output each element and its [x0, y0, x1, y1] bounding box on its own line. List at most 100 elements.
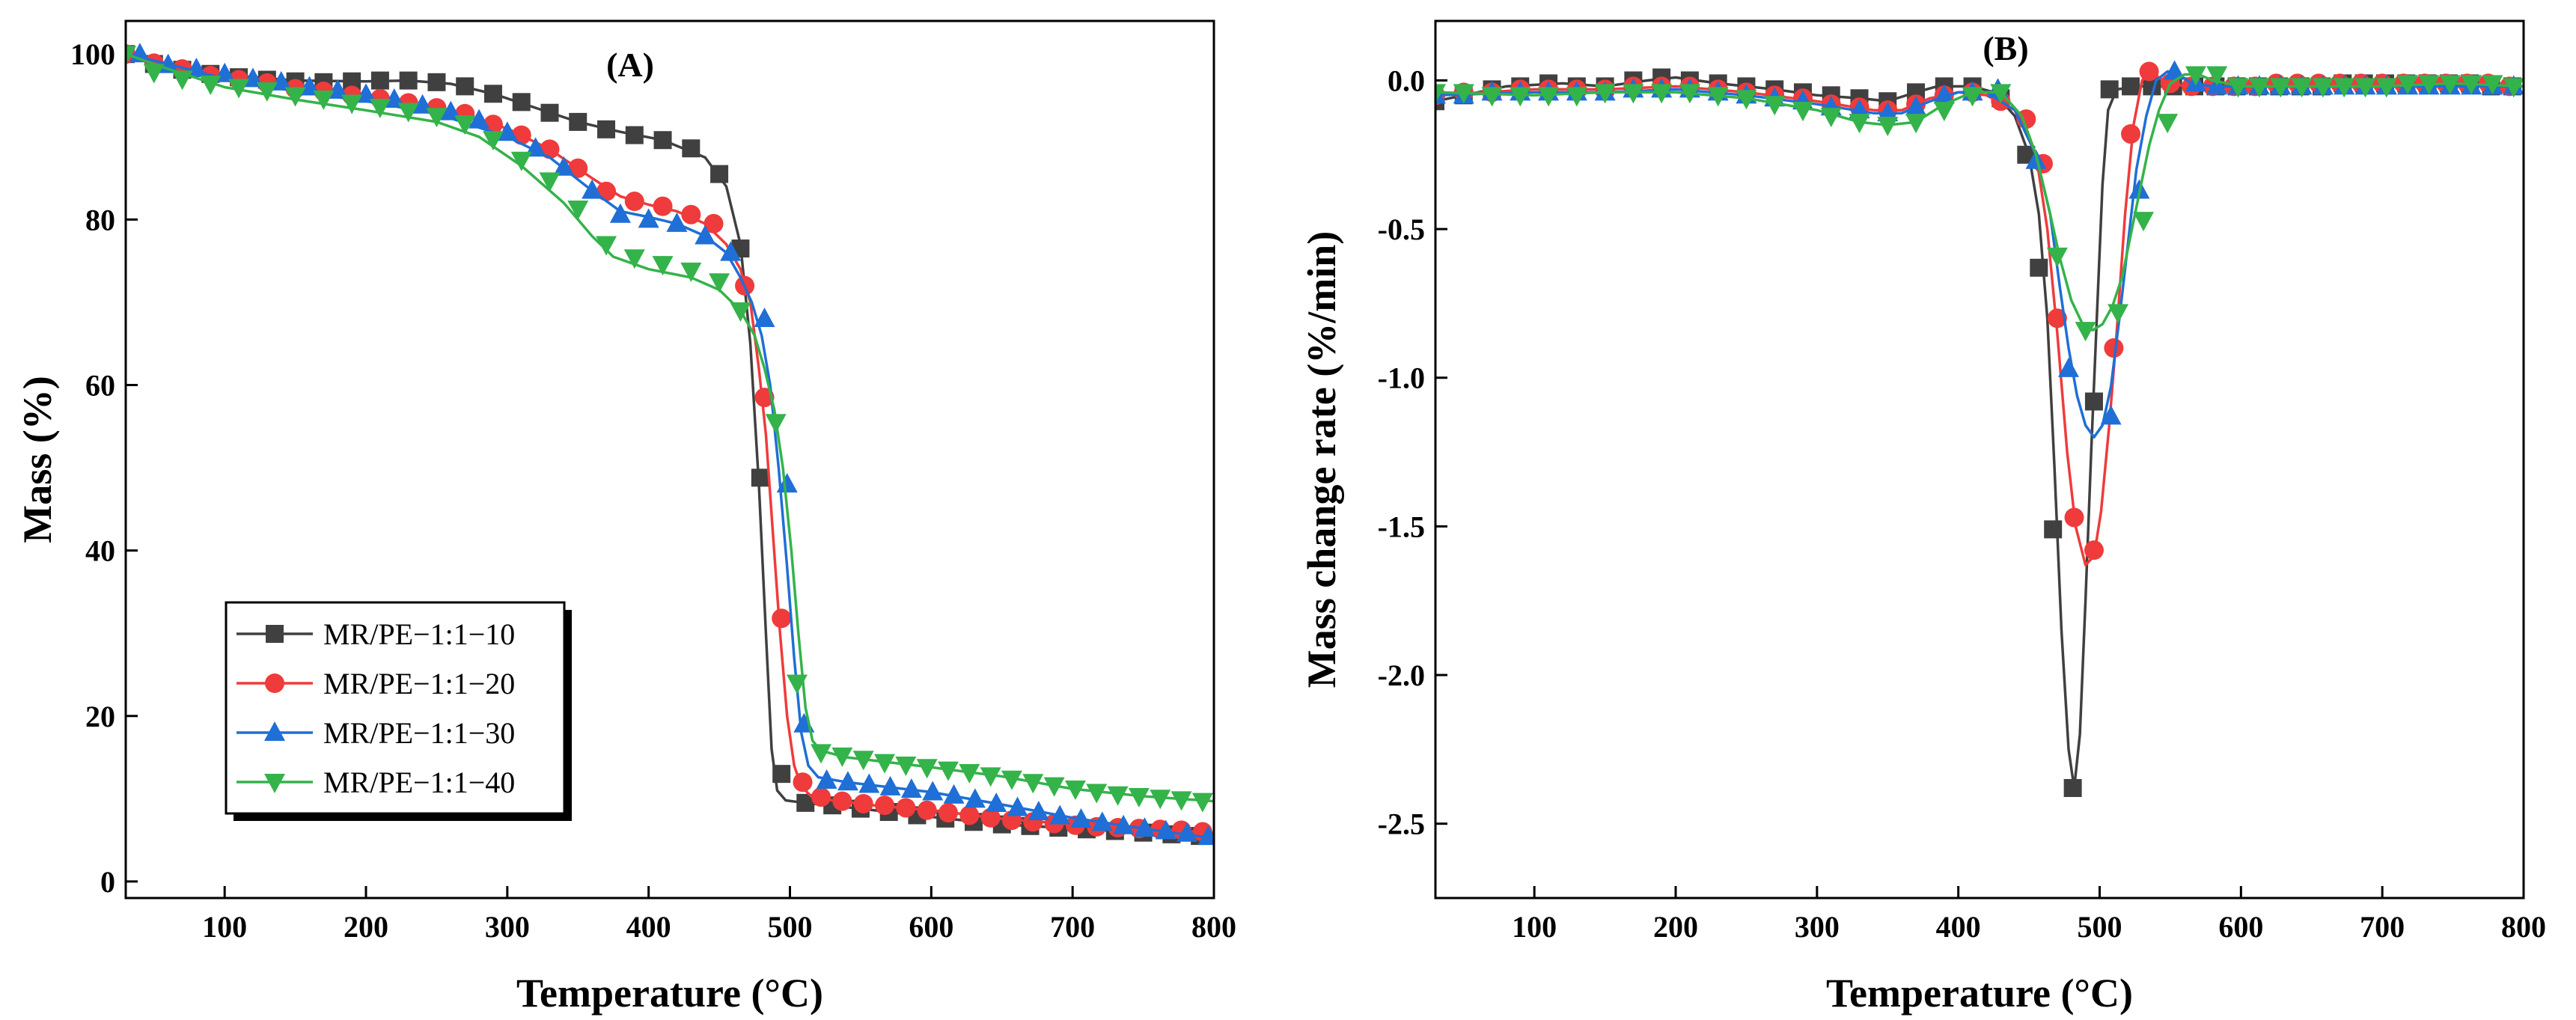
series-4-point	[2206, 66, 2228, 86]
series-1-point	[2084, 392, 2103, 411]
series-3-point	[553, 156, 575, 176]
x-tick-label: 400	[1936, 910, 1981, 944]
y-axis-title: Mass change rate (%/min)	[1299, 231, 1344, 688]
series-4-point	[426, 108, 448, 128]
series-4-point	[1990, 84, 2012, 104]
series-1-point	[2044, 520, 2063, 539]
series-2-point	[2104, 338, 2124, 358]
series-3-point	[1933, 84, 1955, 104]
series-1-point	[2122, 77, 2140, 96]
x-tick-label: 500	[2078, 910, 2122, 944]
series-2-point	[959, 805, 980, 825]
series-2-point	[2064, 507, 2084, 528]
y-tick-label: 40	[85, 534, 115, 568]
series-2-point	[2047, 308, 2067, 329]
series-3-point	[270, 70, 292, 91]
series-2-point	[2121, 123, 2141, 144]
series-2-point	[568, 158, 588, 178]
series-4-point	[2046, 247, 2068, 267]
series-4-point	[937, 761, 959, 781]
series-3-point	[900, 778, 922, 798]
series-4-point	[895, 756, 917, 776]
series-1-point	[456, 77, 474, 96]
series-4-point	[786, 674, 808, 694]
x-tick-label: 300	[1795, 910, 1840, 944]
series-3-point	[1049, 804, 1071, 825]
series-3-point	[1091, 811, 1113, 831]
x-tick-label: 700	[1050, 910, 1095, 944]
series-4-point	[313, 90, 335, 110]
series-4-point	[1022, 774, 1044, 794]
series-4-point	[1623, 84, 1644, 104]
series-1-point	[483, 85, 502, 103]
series-4-point	[1651, 84, 1673, 104]
series-4-point	[2397, 75, 2419, 95]
series-2-point	[896, 798, 916, 818]
series-4-point	[567, 200, 589, 220]
series-4-point	[2291, 78, 2313, 98]
series-4-point	[2157, 114, 2179, 134]
series-3-point	[754, 308, 775, 328]
series-3-point	[776, 473, 798, 493]
series-4-line	[1435, 73, 2524, 332]
series-3-point	[327, 79, 349, 99]
series-4-point	[1820, 108, 1842, 128]
series-4-point	[1043, 777, 1065, 797]
series-3-line	[1435, 70, 2524, 439]
series-4-point	[2248, 78, 2270, 98]
series-3-point	[816, 769, 837, 789]
series-4-point	[1435, 84, 1446, 104]
series-2-point	[793, 772, 813, 793]
series-3-point	[609, 203, 631, 223]
series-4-point	[1962, 87, 1983, 107]
series-2-point	[875, 795, 895, 816]
legend-label: MR/PE−1:1−40	[323, 766, 515, 799]
series-1-point	[2100, 80, 2119, 99]
series-1-point	[625, 126, 644, 144]
series-1-point	[710, 165, 729, 183]
series-4-point	[256, 82, 278, 102]
series-3-point	[1197, 825, 1214, 846]
series-1-point	[682, 139, 701, 158]
series-1-point	[399, 71, 418, 90]
series-1-point	[772, 765, 791, 784]
series-2-point	[681, 204, 701, 225]
series-1-point	[751, 468, 769, 487]
series-4-point	[916, 759, 938, 779]
x-tick-label: 400	[626, 910, 671, 944]
series-4-point	[143, 64, 165, 84]
y-tick-label: -2.5	[1378, 807, 1425, 841]
series-4-point	[709, 273, 730, 293]
series-3-point	[2057, 357, 2079, 377]
series-4-point	[1933, 102, 1955, 122]
series-4-point	[959, 763, 980, 784]
series-4-point	[680, 262, 702, 282]
series-4-point	[126, 46, 136, 66]
series-2-point	[938, 803, 958, 823]
panel-label: (A)	[606, 46, 654, 84]
x-tick-label: 600	[909, 910, 953, 944]
series-4-point	[482, 131, 504, 151]
series-2-point	[703, 213, 724, 233]
series-1-point	[597, 120, 616, 138]
series-3-point	[837, 771, 858, 791]
series-2-point	[2139, 61, 2159, 82]
series-4-point	[1849, 114, 1870, 134]
series-3-point	[720, 241, 742, 261]
series-4-point	[171, 70, 193, 91]
series-4-point	[730, 302, 751, 322]
plot-frame	[1434, 19, 2525, 900]
series-3-point	[1070, 807, 1092, 828]
series-4-point	[1594, 84, 1616, 104]
y-tick-label: 0	[100, 865, 115, 899]
x-axis-title: Temperature (°C)	[1826, 971, 2133, 1016]
series-4-point	[652, 256, 674, 276]
panel-label: (B)	[1983, 29, 2028, 67]
series-3-point	[986, 792, 1007, 812]
x-tick-label: 600	[2218, 910, 2263, 944]
series-4-point	[1086, 784, 1108, 804]
plot-area	[126, 43, 1214, 846]
legend-marker	[266, 625, 284, 643]
series-3-point	[638, 208, 659, 228]
